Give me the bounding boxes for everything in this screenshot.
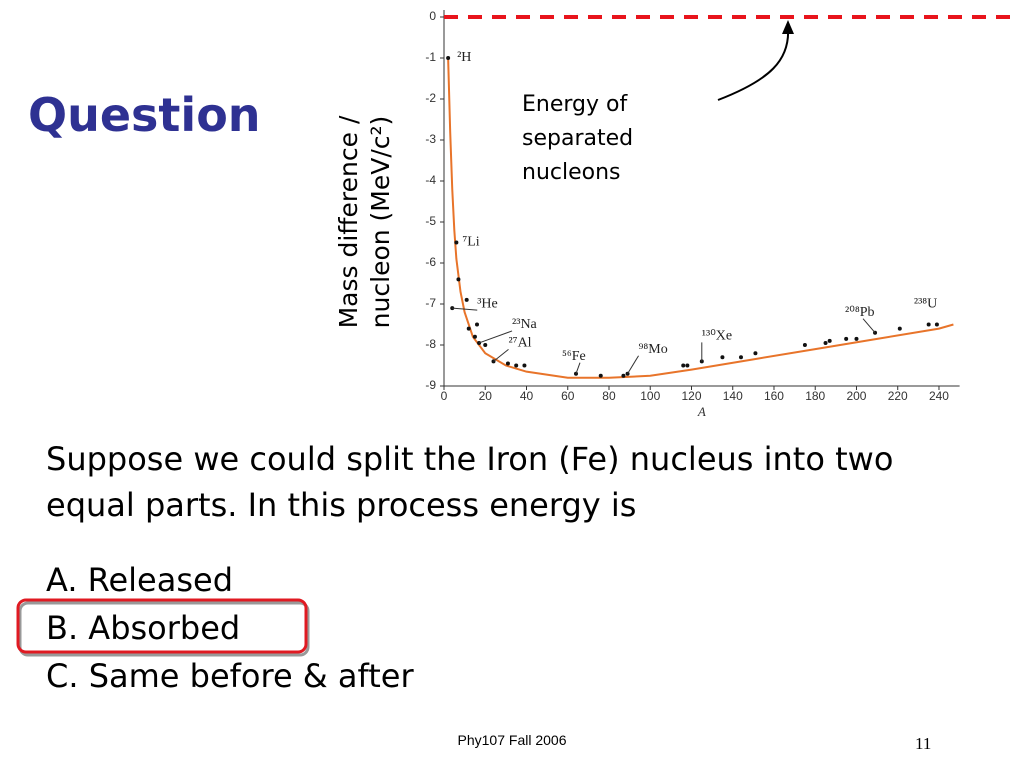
data-point	[738, 355, 743, 360]
x-tick-label: 40	[520, 389, 534, 403]
label-leader	[452, 307, 478, 311]
point-label: ³He	[477, 296, 498, 311]
data-point	[854, 336, 859, 341]
annotation-line: Energy of	[522, 92, 628, 117]
x-tick-label: 20	[479, 389, 493, 403]
y-tick-label: -2	[425, 91, 436, 105]
annotation-arrow	[717, 27, 790, 101]
data-point	[472, 334, 477, 339]
x-tick-label: 180	[805, 389, 825, 403]
label-leader	[478, 330, 513, 344]
data-point	[802, 343, 807, 347]
annotation-line: separated	[522, 126, 634, 151]
y-axis-label: Mass difference / nucleon (MeV/c²)	[333, 72, 397, 372]
option: B. Absorbed	[46, 609, 241, 647]
footer: Phy107 Fall 2006	[457, 732, 567, 748]
point-label: ²³⁸U	[914, 297, 937, 312]
data-point	[685, 363, 690, 368]
option: A. Released	[46, 561, 234, 599]
data-point	[474, 322, 479, 327]
x-axis-label: A	[697, 404, 706, 419]
y-tick-label: -8	[425, 337, 436, 351]
y-tick-label: -7	[425, 296, 436, 310]
data-point	[514, 363, 519, 368]
annotation: Energy of separated nucleons	[522, 88, 633, 190]
data-point	[720, 355, 725, 360]
y-label-line: Mass difference /	[334, 115, 363, 329]
x-tick-label: 220	[888, 389, 908, 403]
highlight-shadow	[18, 601, 310, 657]
annotation-line: nucleons	[522, 160, 621, 185]
data-point	[934, 322, 939, 327]
x-tick-label: 200	[846, 389, 866, 403]
option: C. Same before & after	[46, 657, 414, 695]
x-tick-label: 100	[640, 389, 660, 403]
data-point	[827, 338, 832, 343]
data-point	[446, 56, 451, 60]
point-label: ⁵⁶Fe	[562, 349, 586, 364]
data-point	[456, 277, 461, 282]
y-tick-label: -3	[425, 132, 436, 146]
y-tick-label: -4	[425, 173, 436, 187]
point-label: ⁹⁸Mo	[639, 342, 668, 357]
data-point	[844, 336, 849, 341]
y-tick-label: -6	[425, 255, 436, 269]
label-leader	[493, 349, 509, 362]
label-leader	[627, 355, 639, 374]
data-point	[823, 340, 828, 345]
data-point	[454, 240, 459, 245]
question-text: Suppose we could split the Iron (Fe) nuc…	[46, 440, 894, 524]
point-label: ²⁰⁸Pb	[845, 305, 874, 320]
x-tick-label: 120	[681, 389, 701, 403]
x-tick-label: 80	[602, 389, 616, 403]
y-label-line: nucleon (MeV/c²)	[366, 115, 395, 329]
x-tick-label: 160	[764, 389, 784, 403]
data-point	[897, 326, 902, 331]
data-point	[483, 343, 488, 347]
answer-highlight	[16, 598, 308, 654]
x-tick-label: 0	[441, 389, 448, 403]
y-tick-label: -9	[425, 378, 436, 392]
data-point	[505, 361, 510, 366]
data-point	[753, 351, 758, 356]
data-point	[681, 363, 686, 368]
data-point	[926, 322, 931, 327]
data-point	[598, 373, 603, 378]
point-label: ²⁷Al	[508, 336, 531, 351]
x-tick-label: 60	[561, 389, 575, 403]
data-point	[464, 297, 469, 302]
x-tick-label: 140	[723, 389, 743, 403]
arrow-head	[782, 20, 794, 34]
point-label: ¹³⁰Xe	[702, 329, 732, 344]
label-leader	[575, 362, 581, 374]
slide-title: Question	[28, 88, 261, 142]
y-tick-label: -1	[425, 50, 436, 64]
point-label: ²³Na	[512, 317, 538, 332]
fit-curve	[447, 57, 954, 379]
data-point	[466, 326, 471, 331]
data-point	[621, 373, 626, 378]
point-label: ²H	[457, 50, 471, 65]
options: A. Released B. Absorbed C. Same before &…	[46, 556, 414, 700]
y-tick-label: -5	[425, 214, 436, 228]
point-label: ⁷Li	[462, 235, 479, 250]
label-leader	[862, 318, 876, 334]
y-tick-label: 0	[429, 9, 436, 23]
page-number: 11	[915, 734, 932, 753]
x-tick-label: 240	[929, 389, 949, 403]
data-point	[522, 363, 527, 368]
